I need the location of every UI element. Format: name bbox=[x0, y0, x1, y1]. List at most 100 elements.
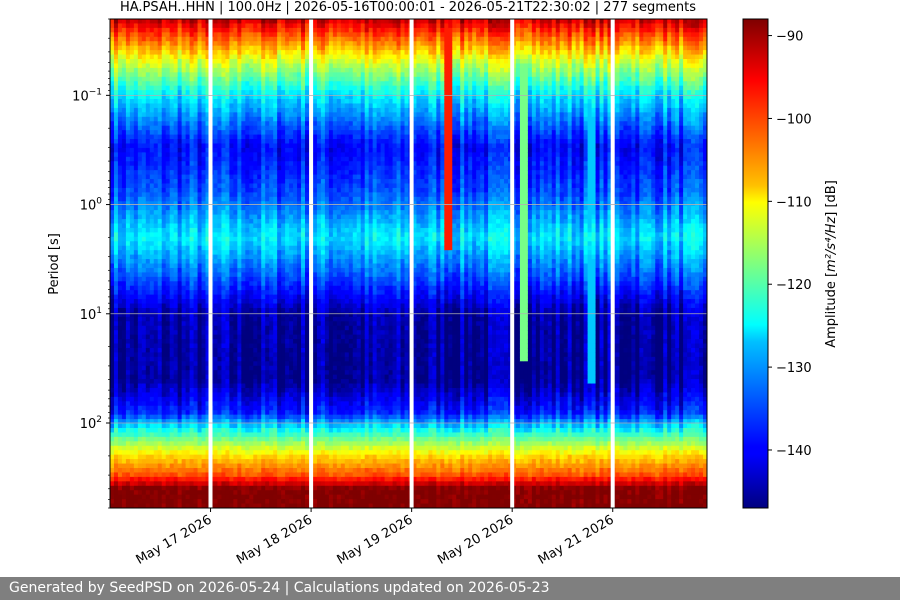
heatmap-cell bbox=[213, 125, 219, 131]
heatmap-cell bbox=[213, 192, 219, 198]
heatmap-cell bbox=[277, 419, 282, 425]
heatmap-cell bbox=[285, 254, 290, 260]
heatmap-cell bbox=[221, 227, 227, 233]
heatmap-cell bbox=[229, 436, 234, 442]
heatmap-cell bbox=[113, 192, 119, 198]
heatmap-cell bbox=[181, 192, 187, 198]
heatmap-cell bbox=[233, 85, 238, 91]
heatmap-cell bbox=[253, 50, 258, 56]
heatmap-cell bbox=[173, 254, 179, 260]
heatmap-cell bbox=[137, 450, 143, 456]
heatmap-cell bbox=[285, 392, 290, 398]
heatmap-cell bbox=[241, 170, 246, 176]
heatmap-cell bbox=[193, 19, 199, 25]
heatmap-cell bbox=[161, 67, 167, 73]
heatmap-cell bbox=[285, 143, 290, 149]
heatmap-cell bbox=[249, 219, 254, 225]
heatmap-cell bbox=[261, 436, 266, 442]
heatmap-cell bbox=[253, 370, 258, 376]
heatmap-cell bbox=[185, 405, 191, 411]
heatmap-cell bbox=[197, 161, 203, 167]
heatmap-cell bbox=[229, 54, 234, 60]
heatmap-cell bbox=[177, 316, 183, 322]
heatmap-cell bbox=[141, 245, 147, 251]
heatmap-cell bbox=[161, 450, 167, 456]
heatmap-cell bbox=[245, 316, 250, 322]
heatmap-cell bbox=[133, 325, 139, 331]
heatmap-cell bbox=[161, 50, 167, 56]
heatmap-cell bbox=[149, 285, 155, 291]
heatmap-cell bbox=[185, 45, 191, 51]
heatmap-cell bbox=[269, 490, 274, 496]
heatmap-cell bbox=[149, 472, 155, 478]
heatmap-cell bbox=[269, 503, 274, 508]
heatmap-cell bbox=[265, 427, 270, 434]
heatmap-cell bbox=[273, 27, 278, 33]
heatmap-cell bbox=[181, 241, 187, 247]
heatmap-cell bbox=[193, 472, 199, 478]
heatmap-cell bbox=[141, 303, 147, 309]
heatmap-cell bbox=[233, 419, 238, 425]
heatmap-cell bbox=[121, 330, 127, 336]
heatmap-cell bbox=[249, 241, 254, 247]
heatmap-cell bbox=[213, 156, 219, 162]
heatmap-cell bbox=[261, 356, 266, 362]
heatmap-cell bbox=[193, 67, 199, 73]
heatmap-cell bbox=[129, 334, 135, 340]
heatmap-cell bbox=[225, 436, 230, 442]
heatmap-cell bbox=[133, 183, 139, 189]
heatmap-cell bbox=[281, 401, 286, 407]
heatmap-cell bbox=[133, 276, 139, 282]
heatmap-cell bbox=[173, 112, 179, 118]
heatmap-cell bbox=[261, 116, 266, 122]
heatmap-cell bbox=[121, 99, 127, 105]
heatmap-cell bbox=[265, 383, 270, 389]
heatmap-cell bbox=[265, 183, 270, 189]
heatmap-cell bbox=[233, 299, 238, 305]
heatmap-cell bbox=[281, 223, 286, 229]
heatmap-cell bbox=[201, 90, 207, 96]
heatmap-cell bbox=[241, 356, 246, 362]
heatmap-cell bbox=[137, 27, 143, 33]
heatmap-cell bbox=[149, 59, 155, 65]
heatmap-cell bbox=[125, 50, 131, 56]
heatmap-cell bbox=[193, 352, 199, 358]
heatmap-cell bbox=[229, 259, 234, 265]
heatmap-cell bbox=[193, 396, 199, 402]
heatmap-cell bbox=[237, 387, 242, 394]
heatmap-cell bbox=[197, 414, 203, 420]
heatmap-cell bbox=[189, 267, 195, 273]
heatmap-cell bbox=[141, 67, 147, 73]
heatmap-cell bbox=[149, 54, 155, 60]
heatmap-cell bbox=[213, 67, 219, 73]
heatmap-cell bbox=[129, 276, 135, 282]
heatmap-cell bbox=[169, 276, 175, 282]
heatmap-cell bbox=[225, 432, 230, 438]
heatmap-cell bbox=[241, 423, 246, 429]
heatmap-cell bbox=[133, 32, 139, 38]
heatmap-cell bbox=[133, 41, 139, 47]
heatmap-cell bbox=[253, 254, 258, 260]
heatmap-cell bbox=[185, 174, 191, 180]
heatmap-cell bbox=[161, 392, 167, 398]
heatmap-cell bbox=[181, 396, 187, 402]
heatmap-cell bbox=[285, 454, 290, 460]
heatmap-cell bbox=[201, 272, 207, 278]
heatmap-cell bbox=[245, 121, 250, 127]
heatmap-cell bbox=[273, 50, 278, 56]
heatmap-cell bbox=[121, 210, 127, 216]
heatmap-cell bbox=[177, 352, 183, 358]
heatmap-cell bbox=[177, 227, 183, 233]
heatmap-cell bbox=[197, 156, 203, 162]
heatmap-cell bbox=[193, 410, 199, 416]
heatmap-cell bbox=[153, 441, 159, 447]
heatmap-cell bbox=[197, 54, 203, 60]
heatmap-cell bbox=[129, 490, 135, 496]
heatmap-cell bbox=[125, 307, 131, 313]
heatmap-cell bbox=[117, 72, 123, 78]
heatmap-cell bbox=[137, 45, 143, 51]
heatmap-cell bbox=[229, 205, 234, 211]
heatmap-cell bbox=[177, 281, 183, 287]
heatmap-cell bbox=[133, 450, 139, 456]
heatmap-cell bbox=[201, 361, 207, 367]
